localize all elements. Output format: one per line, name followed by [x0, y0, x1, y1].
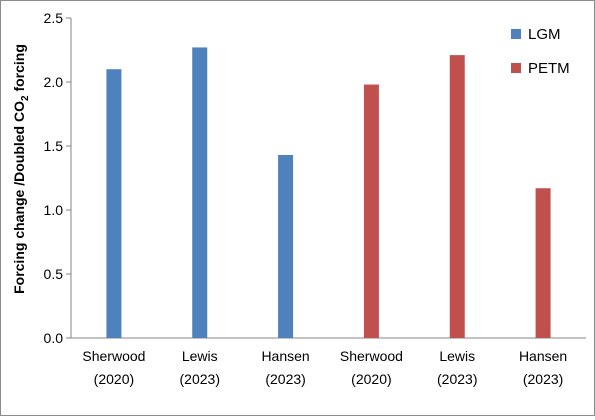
y-tick-label: 0.0 — [44, 330, 64, 346]
x-category-label: Hansen — [519, 348, 567, 364]
x-category-label: Hansen — [261, 348, 309, 364]
y-tick-label: 1.0 — [44, 202, 64, 218]
bar-lgm — [192, 47, 208, 338]
x-category-label: Sherwood — [340, 348, 403, 364]
legend-label: LGM — [528, 26, 561, 43]
legend-swatch — [511, 29, 521, 39]
bar-lgm — [106, 69, 122, 338]
y-axis-label-main: Forcing change /Doubled CO — [11, 101, 27, 294]
x-category-label: (2023) — [523, 371, 563, 387]
x-category-label: Lewis — [182, 348, 218, 364]
x-category-label: (2020) — [94, 371, 134, 387]
bar-petm — [535, 188, 551, 338]
legend-label: PETM — [528, 60, 570, 77]
bar-lgm — [278, 154, 294, 338]
y-tick-label: 2.0 — [44, 74, 64, 90]
y-tick-label: 2.5 — [44, 10, 64, 26]
x-category-label: Lewis — [439, 348, 475, 364]
y-axis-label-suffix: forcing — [11, 44, 27, 95]
x-category-label: (2023) — [180, 371, 220, 387]
x-category-label: Sherwood — [82, 348, 145, 364]
plot-area: 0.0 0.5 1.0 1.5 2.0 2.5 Sherwood (2020) Lewis (20… — [44, 10, 586, 387]
y-axis-label: Forcing change /Doubled CO2 forcing — [11, 44, 31, 294]
bar-petm — [449, 55, 465, 339]
y-axis-label-subscript: 2 — [20, 95, 31, 101]
x-category-label: (2020) — [351, 371, 391, 387]
y-tick-label: 1.5 — [44, 138, 64, 154]
x-category-label: (2023) — [265, 371, 305, 387]
y-tick-label: 0.5 — [44, 266, 64, 282]
legend-swatch — [511, 63, 521, 73]
bar-petm — [363, 84, 379, 338]
x-category-label: (2023) — [437, 371, 477, 387]
